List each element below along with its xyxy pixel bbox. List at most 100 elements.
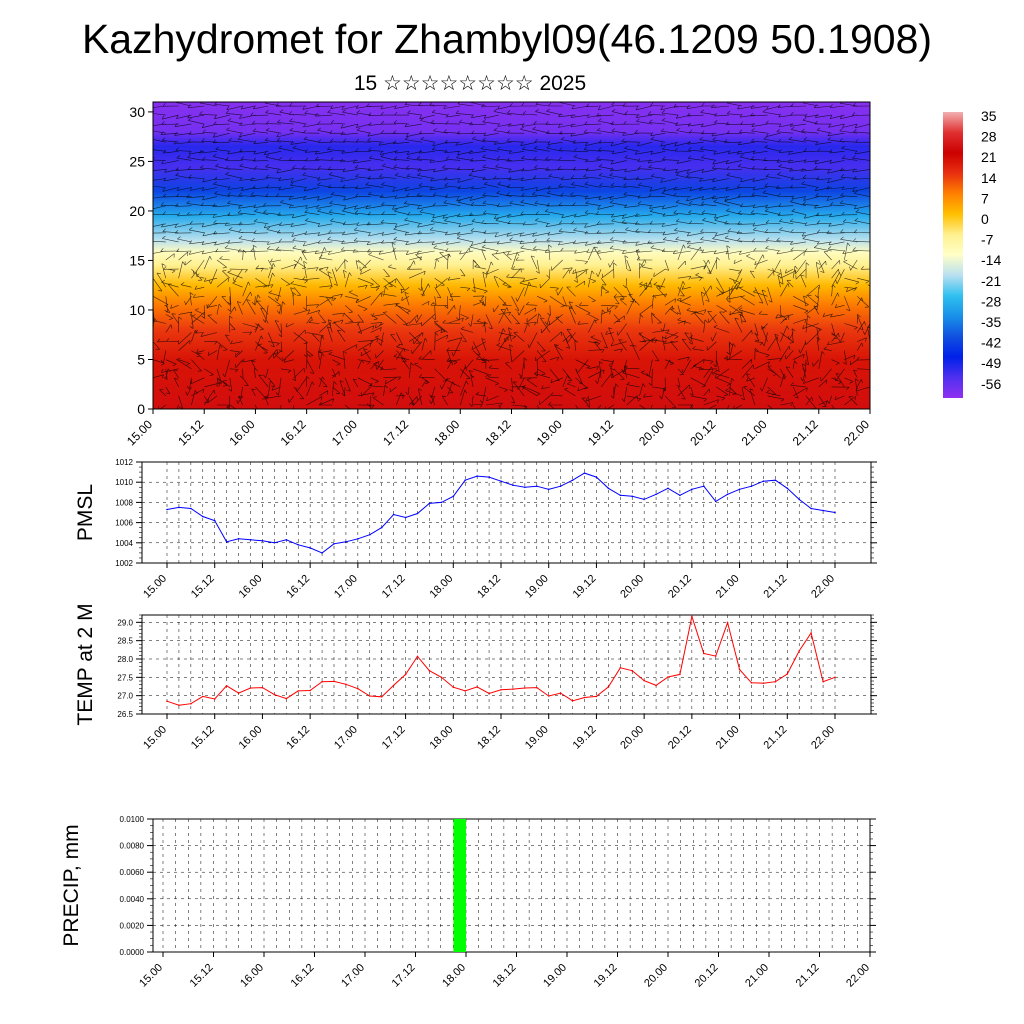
x-tick-label: 16.00 [226, 417, 257, 448]
data-point [202, 515, 204, 518]
data-point [703, 652, 705, 655]
data-point [643, 679, 645, 682]
data-point [225, 685, 228, 687]
plot-frame [141, 614, 872, 715]
data-point [774, 680, 777, 683]
x-tick-label: 16.12 [289, 962, 317, 990]
y-tick-label: 1012 [115, 458, 133, 467]
data-point [834, 676, 836, 679]
data-point [357, 538, 359, 540]
x-tick-label: 15.00 [137, 962, 165, 990]
x-tick-label: 15.12 [188, 962, 216, 990]
x-tick-label: 21.00 [714, 724, 742, 752]
data-point [607, 487, 610, 490]
x-tick-label: 19.00 [534, 417, 565, 448]
data-point [202, 695, 204, 698]
x-tick-label: 15.12 [189, 724, 217, 752]
data-point [631, 669, 633, 672]
data-point [679, 673, 681, 676]
data-point [667, 676, 669, 678]
x-tick-label: 17.12 [380, 417, 411, 448]
pmsl-chart: 1002 1004 1006 1008 1010 1012 15.00 15.12 16.00 1… [74, 458, 877, 601]
colorbar-label: 7 [981, 190, 989, 206]
colorbar-label: -42 [981, 335, 1001, 351]
data-point [500, 689, 502, 691]
x-tick-label: 21.00 [743, 962, 771, 990]
colorbar-ramp [943, 112, 963, 398]
temp-chart: 26.5 27.0 27.5 28.0 28.5 29.0 15.00 15.12 16.00 1… [74, 603, 877, 752]
colorbar-label: -28 [981, 293, 1001, 309]
data-point [428, 502, 431, 505]
data-point [261, 540, 264, 542]
y-tick-label: 28.5 [117, 637, 133, 646]
data-point [619, 494, 622, 497]
data-point [440, 676, 443, 679]
data-point [333, 680, 335, 683]
y-tick-label: 29.0 [117, 618, 133, 627]
x-tick-label: 16.12 [278, 417, 309, 448]
data-point [166, 700, 168, 702]
x-tick-label: 17.12 [380, 573, 408, 601]
colorbar-label: 28 [981, 129, 997, 145]
data-point [333, 543, 335, 545]
data-point [774, 479, 777, 482]
x-tick-label: 18.12 [482, 417, 513, 448]
data-point [762, 480, 765, 483]
data-point [500, 480, 502, 483]
data-point [178, 506, 180, 509]
data-point [464, 479, 467, 482]
data-point [810, 632, 812, 634]
data-point [178, 704, 180, 706]
x-tick-label: 20.00 [618, 573, 646, 601]
data-point [321, 680, 323, 683]
data-point [416, 655, 419, 658]
data-point [416, 512, 419, 515]
x-tick-label: 20.00 [636, 417, 667, 448]
data-point [524, 486, 526, 489]
data-point [452, 495, 455, 498]
page-subtitle: 15 ☆☆☆☆☆☆☆☆ 2025 [353, 72, 587, 95]
x-tick-label: 17.00 [332, 573, 360, 601]
data-point [392, 513, 395, 516]
data-point [225, 541, 228, 543]
precip-chart: 0.0000 0.0020 0.0040 0.0060 0.0080 0.0100 15.0… [60, 815, 876, 990]
y-tick-label: 28.0 [117, 655, 133, 664]
data-point [476, 686, 478, 688]
data-point [703, 485, 705, 488]
plot-frame [141, 461, 872, 564]
data-point [547, 695, 550, 697]
data-point [190, 702, 192, 705]
colorbar-label: -7 [981, 232, 994, 248]
y-tick-label: 0.0000 [120, 948, 145, 957]
data-point [285, 539, 288, 541]
data-point [488, 692, 490, 695]
y-tick-label: 15 [129, 252, 145, 268]
y-tick-label: 0.0040 [120, 895, 145, 904]
data-point [643, 498, 645, 501]
colorbar-label: -14 [981, 252, 1001, 268]
data-point [345, 683, 347, 686]
colorbar-label: -35 [981, 314, 1001, 330]
colorbar-label: -21 [981, 273, 1001, 289]
page-title: Kazhydromet for Zhambyl09(46.1209 50.190… [81, 16, 933, 62]
data-point [440, 501, 443, 504]
x-tick-label: 16.00 [238, 962, 266, 990]
x-tick-label: 15.00 [141, 724, 169, 752]
y-tick-label: 25 [129, 153, 145, 169]
y-tick-label: 1010 [115, 478, 133, 487]
data-point [369, 695, 371, 697]
colorbar-label: -49 [981, 355, 1001, 371]
x-tick-label: 18.12 [475, 573, 503, 601]
plot-frame [152, 818, 871, 953]
data-point [213, 698, 216, 700]
x-tick-label: 19.00 [541, 962, 569, 990]
data-point [595, 695, 598, 698]
data-point [213, 519, 216, 522]
data-point [714, 655, 717, 657]
x-tick-label: 16.12 [284, 724, 312, 752]
y-tick-label: 0.0100 [120, 815, 145, 824]
data-point [285, 697, 288, 700]
x-tick-label: 17.12 [380, 724, 408, 752]
data-point [762, 682, 765, 684]
